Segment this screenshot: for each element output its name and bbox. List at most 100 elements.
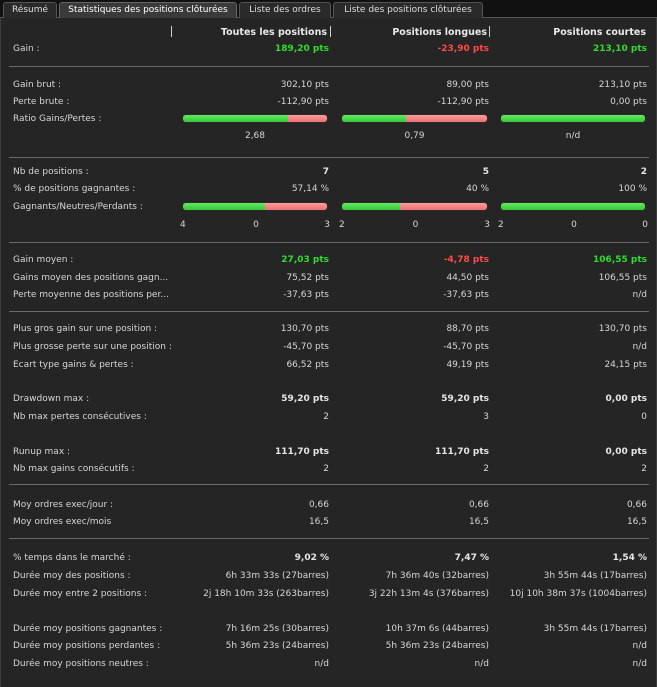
stat-row-plus-grosse-perte: Plus grosse perte sur une position : <box>1 342 657 356</box>
win-loss-bar-short <box>500 202 646 211</box>
stat-row-ecart-type: Ecart type gains & pertes : <box>1 360 657 374</box>
win-loss-bar-long <box>341 202 488 211</box>
stat-row-pct-gagnantes: % de positions gagnantes : <box>1 184 657 198</box>
stat-value-short: 10j 10h 38m 37s (1004barres) <box>509 589 647 599</box>
tab-liste-ordres[interactable]: Liste des ordres <box>239 2 331 19</box>
win-loss-bar-all <box>182 202 328 211</box>
stat-value-long: 10h 37m 6s (44barres) <box>385 624 489 634</box>
winners-fill <box>501 203 645 210</box>
stat-value-short: 16,5 <box>626 517 647 527</box>
stat-value-short: 1,54 % <box>612 553 647 563</box>
stat-value-all: 130,70 pts <box>280 324 329 334</box>
stat-value-all: 16,5 <box>308 517 329 527</box>
stat-row-runup: Runup max : <box>1 447 657 461</box>
stat-value-short: 0,00 pts <box>605 394 647 404</box>
stat-value-short: 130,70 pts <box>598 324 647 334</box>
section-divider <box>9 538 649 539</box>
stat-value-short: 2 <box>641 464 647 474</box>
tab-resume[interactable]: Résumé <box>3 2 57 19</box>
stat-label: Nb max gains consécutifs : <box>13 464 135 474</box>
stat-value-long: 49,19 pts <box>446 360 489 370</box>
stat-label: Gain brut : <box>13 80 62 90</box>
stat-label: % temps dans le marché : <box>13 553 131 563</box>
section-divider <box>9 484 649 485</box>
section-divider <box>9 242 649 243</box>
stat-row-moy-jour: Moy ordres exec/jour : <box>1 500 657 514</box>
stat-label: Plus gros gain sur une position : <box>13 324 158 334</box>
column-divider <box>330 26 331 37</box>
losers-fill <box>400 203 487 210</box>
stat-row-ratio: Ratio Gains/Pertes : <box>1 114 657 128</box>
stat-label: Gagnants/Neutres/Perdants : <box>13 202 143 212</box>
stat-label: Durée moy positions gagnantes : <box>13 624 163 634</box>
column-divider <box>171 26 172 37</box>
ratio-value-all: 2,68 <box>244 131 266 141</box>
stat-row-perte-brute: Perte brute : <box>1 97 657 111</box>
header-long-positions: Positions longues <box>392 27 487 38</box>
ratio-value-short: n/d <box>565 131 581 141</box>
count-win-long: 2 <box>339 220 345 230</box>
stat-value-short: n/d <box>632 641 647 651</box>
stat-row-temps-marche: % temps dans le marché : <box>1 553 657 567</box>
ratio-bar-gain-fill <box>342 115 406 122</box>
stat-value-all: 2 <box>323 464 329 474</box>
stat-value-long: -45,70 pts <box>443 342 489 352</box>
stat-value-all: 7h 16m 25s (30barres) <box>225 624 329 634</box>
stat-row-gain-moyen: Gain moyen : <box>1 255 657 269</box>
stat-row-duree-entre: Durée moy entre 2 positions : <box>1 589 657 603</box>
count-neutral-all: 0 <box>253 220 259 230</box>
count-neutral-short: 0 <box>571 220 577 230</box>
stat-label: Runup max : <box>13 447 71 457</box>
losers-fill <box>265 203 327 210</box>
stat-value-long: n/d <box>474 659 489 669</box>
stat-row-nb-positions: Nb de positions : <box>1 167 657 181</box>
stat-label: Perte moyenne des positions per... <box>13 290 169 300</box>
count-win-short: 2 <box>498 220 504 230</box>
section-divider <box>9 311 649 312</box>
stat-row-plus-gros-gain: Plus gros gain sur une position : <box>1 324 657 338</box>
stat-value-all: 0,66 <box>308 500 329 510</box>
ratio-bar-short <box>500 114 646 123</box>
stat-label: Durée moy positions neutres : <box>13 659 149 669</box>
stat-row-perte-moyenne: Perte moyenne des positions per... <box>1 290 657 304</box>
stat-value-all: 2j 18h 10m 33s (263barres) <box>203 589 329 599</box>
header-short-positions: Positions courtes <box>553 27 646 38</box>
ratio-bar-all <box>182 114 328 123</box>
stat-value-all: 5h 36m 23s (24barres) <box>225 641 329 651</box>
stat-value-long: 111,70 pts <box>435 447 489 457</box>
ratio-bar-loss-fill <box>288 115 327 122</box>
stat-value-all: 6h 33m 33s (27barres) <box>225 571 329 581</box>
tab-liste-positions[interactable]: Liste des positions clôturées <box>333 2 483 19</box>
stat-label: Perte brute : <box>13 97 70 107</box>
winners-fill <box>183 203 266 210</box>
stat-value-long: 16,5 <box>468 517 489 527</box>
stat-value-all: 7 <box>322 167 329 177</box>
count-lose-all: 3 <box>324 220 330 230</box>
stat-label: Ratio Gains/Pertes : <box>13 114 102 124</box>
stat-value-short: 24,15 pts <box>604 360 647 370</box>
stat-value-short: 3h 55m 44s (17barres) <box>543 624 647 634</box>
ratio-bar-gain-fill <box>183 115 289 122</box>
stat-value-long: 44,50 pts <box>446 273 489 283</box>
stat-label: Plus grosse perte sur une position : <box>13 342 172 352</box>
stat-row-gain: Gain : <box>1 44 657 58</box>
stat-value-short: 0 <box>641 412 647 422</box>
stat-value-all: 57,14 % <box>291 184 329 194</box>
stat-value-short: 3h 55m 44s (17barres) <box>543 571 647 581</box>
stat-value-short: 0,66 <box>626 500 647 510</box>
stat-value-long: 40 % <box>466 184 489 194</box>
stat-label: Nb max pertes consécutives : <box>13 412 147 422</box>
stat-row-gain-brut: Gain brut : <box>1 80 657 94</box>
statistics-panel: Toutes les positions Positions longues P… <box>0 18 657 687</box>
stat-value-long: -4,78 pts <box>443 255 489 265</box>
tab-statistiques[interactable]: Statistiques des positions clôturées <box>59 2 237 19</box>
stat-value-long: -23,90 pts <box>437 44 489 54</box>
stat-value-long: 0,66 <box>468 500 489 510</box>
stat-value-all: 111,70 pts <box>275 447 329 457</box>
stat-value-short: 100 % <box>618 184 647 194</box>
winners-fill <box>342 203 400 210</box>
stat-value-short: 106,55 pts <box>593 255 647 265</box>
count-neutral-long: 0 <box>412 220 419 230</box>
stat-value-long: 3 <box>483 412 489 422</box>
stat-label: Durée moy positions perdantes : <box>13 641 161 651</box>
